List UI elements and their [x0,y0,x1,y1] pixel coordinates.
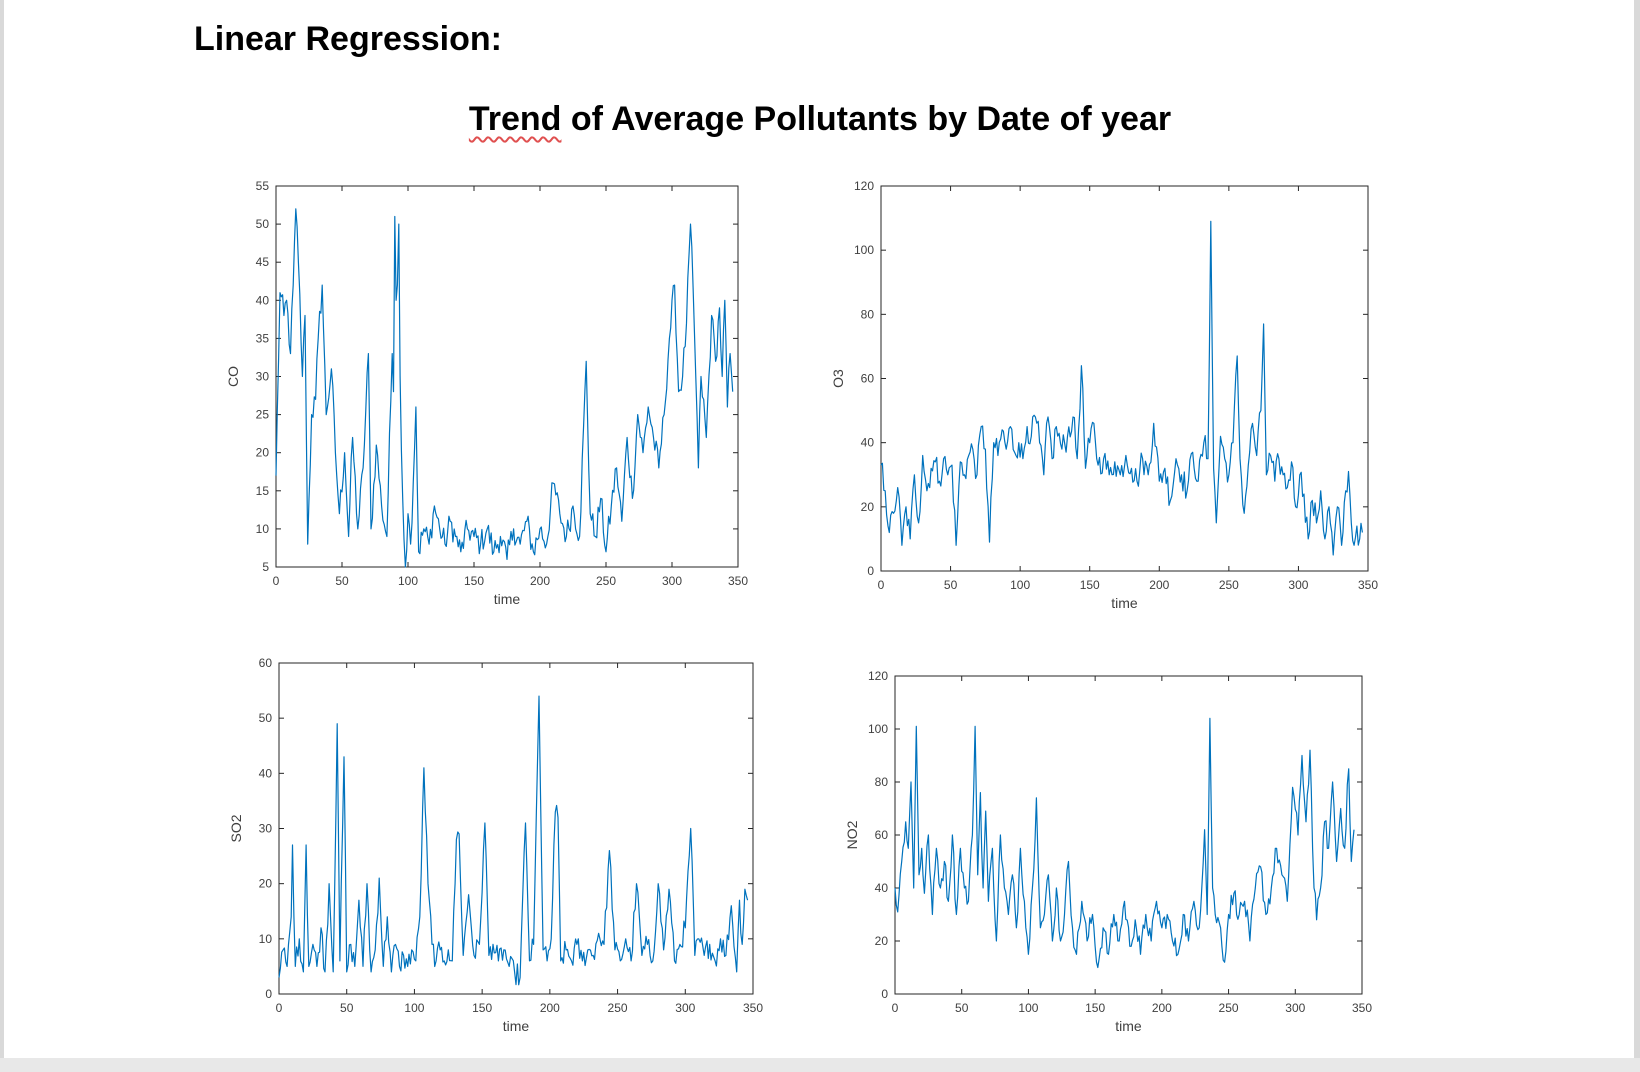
x-axis-label: time [1111,595,1138,611]
y-tick-label: 60 [861,372,875,386]
y-tick-label: 5 [262,560,269,574]
y-tick-label: 15 [256,484,270,498]
x-tick-label: 200 [530,574,550,588]
x-tick-label: 350 [728,574,748,588]
x-tick-label: 250 [608,1001,628,1015]
x-tick-label: 0 [878,578,885,592]
x-tick-label: 50 [955,1001,969,1015]
chart-co: 0 50 100 150 200 250 300 350 5 10 15 20 25 30 35 40 45 50… [225,179,748,607]
series-line-so2 [278,695,749,986]
y-tick-label: 100 [868,722,888,736]
series-line-co [275,208,734,568]
figure-title: Trend of Average Pollutants by Date of y… [0,100,1640,139]
y-tick-label: 55 [256,179,270,193]
y-tick-label: 20 [259,877,273,891]
x-tick-label: 150 [1085,1001,1105,1015]
x-tick-label: 200 [540,1001,560,1015]
x-tick-label: 50 [340,1001,354,1015]
x-tick-label: 250 [1219,1001,1239,1015]
x-tick-label: 350 [1352,1001,1372,1015]
x-tick-label: 300 [1288,578,1308,592]
chart-so2: 0 50 100 150 200 250 300 350 0 10 20 30 40 50 60 time SO… [228,656,763,1034]
x-tick-label: 250 [1219,578,1239,592]
y-tick-label: 35 [256,331,270,345]
misspelled-word: Trend [468,100,562,138]
y-tick-label: 20 [875,934,889,948]
page-edge-bottom [0,1058,1640,1072]
y-tick-label: 0 [265,987,272,1001]
x-axis-label: time [503,1018,530,1034]
page-edge-left [0,0,4,1072]
x-tick-label: 0 [273,574,280,588]
x-axis-label: time [1115,1018,1142,1034]
x-tick-label: 50 [335,574,349,588]
plot-area-o3 [880,185,1369,572]
y-tick-label: 30 [256,370,270,384]
figure-title-rest: of Average Pollutants by Date of year [561,100,1172,138]
y-tick-label: 80 [875,775,889,789]
x-tick-label: 100 [1018,1001,1038,1015]
x-tick-label: 100 [398,574,418,588]
y-tick-label: 45 [256,255,270,269]
y-tick-label: 80 [861,307,875,321]
y-tick-label: 50 [259,711,273,725]
page-edge-right [1634,0,1640,1072]
x-tick-label: 200 [1152,1001,1172,1015]
y-tick-label: 60 [875,828,889,842]
x-tick-label: 150 [1080,578,1100,592]
chart-o3: 0 50 100 150 200 250 300 350 0 20 40 60 80 100 120 time… [830,179,1378,611]
x-tick-label: 300 [662,574,682,588]
y-tick-label: 0 [881,987,888,1001]
y-axis-label: O3 [830,369,846,388]
y-tick-label: 30 [259,822,273,836]
x-tick-label: 250 [596,574,616,588]
x-tick-label: 300 [675,1001,695,1015]
x-tick-label: 50 [944,578,958,592]
y-axis-label: CO [225,366,241,387]
y-tick-label: 40 [861,436,875,450]
y-tick-label: 40 [256,293,270,307]
series-line-no2 [894,717,1355,969]
y-tick-label: 20 [861,500,875,514]
y-tick-label: 10 [259,932,273,946]
x-tick-label: 150 [472,1001,492,1015]
x-tick-label: 200 [1149,578,1169,592]
y-tick-label: 50 [256,217,270,231]
x-tick-label: 100 [1010,578,1030,592]
y-tick-label: 40 [259,766,273,780]
y-tick-label: 60 [259,656,273,670]
x-tick-label: 100 [404,1001,424,1015]
y-tick-label: 20 [256,446,270,460]
y-tick-label: 40 [875,881,889,895]
plot-area-co [275,185,739,568]
y-tick-label: 25 [256,408,270,422]
chart-no2: 0 50 100 150 200 250 300 350 0 20 40 60 80 100 120 time… [844,669,1372,1034]
x-tick-label: 0 [276,1001,283,1015]
y-tick-label: 120 [854,179,874,193]
x-tick-label: 150 [464,574,484,588]
y-axis-label: SO2 [228,814,244,842]
section-heading: Linear Regression: [194,20,502,58]
x-axis-label: time [494,591,521,607]
y-axis-label: NO2 [844,820,860,849]
y-tick-label: 100 [854,243,874,257]
x-tick-label: 0 [892,1001,899,1015]
x-tick-label: 300 [1285,1001,1305,1015]
x-tick-label: 350 [1358,578,1378,592]
y-tick-label: 0 [867,564,874,578]
y-tick-label: 10 [256,522,270,536]
plot-area-no2 [894,675,1363,995]
x-tick-label: 350 [743,1001,763,1015]
y-tick-label: 120 [868,669,888,683]
series-line-o3 [880,220,1363,556]
